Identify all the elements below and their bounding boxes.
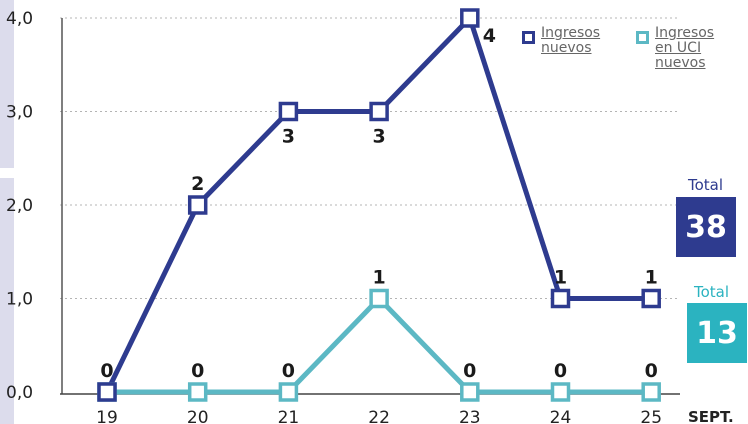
data-point-uci xyxy=(550,382,571,402)
data-label-uci: 0 xyxy=(191,360,204,382)
data-label-uci: 0 xyxy=(645,360,658,382)
x-tick-label: 22 xyxy=(368,408,390,424)
series-line-uci xyxy=(107,294,652,395)
data-label-ingresos: 1 xyxy=(645,267,658,289)
data-label-ingresos: 4 xyxy=(483,25,496,47)
legend-item-ingresos: Ingresos nuevos xyxy=(522,26,600,56)
y-tick-label: 4,0 xyxy=(6,9,33,29)
data-point-ingresos xyxy=(278,101,299,122)
x-tick-label: 19 xyxy=(96,408,118,424)
x-tick-label: 21 xyxy=(278,408,300,424)
total-ingresos-value: 38 xyxy=(676,197,736,257)
data-point-ingresos xyxy=(460,8,480,28)
data-point-uci xyxy=(369,288,389,309)
x-tick-label: 20 xyxy=(187,408,209,424)
data-point-ingresos xyxy=(369,101,389,122)
x-unit-label: SEPT. xyxy=(688,408,734,424)
legend-label-uci: Ingresos en UCI nuevos xyxy=(655,25,715,71)
data-label-ingresos: 2 xyxy=(191,173,204,195)
legend-item-uci: Ingresos en UCI nuevos xyxy=(636,26,714,71)
left-edge-band-top xyxy=(0,0,14,168)
y-tick-label: 2,0 xyxy=(6,196,33,216)
data-point-ingresos xyxy=(641,288,661,309)
x-tick-label: 25 xyxy=(640,408,662,424)
data-label-ingresos: 0 xyxy=(100,360,113,382)
data-point-ingresos xyxy=(97,382,117,402)
legend-label-ingresos: Ingresos nuevos xyxy=(541,25,601,56)
data-label-uci: 0 xyxy=(463,360,476,382)
data-point-ingresos xyxy=(187,195,208,215)
left-edge-band-bottom xyxy=(0,178,14,424)
total-ingresos-label: Total xyxy=(688,176,724,194)
data-point-ingresos xyxy=(550,288,571,309)
data-point-uci xyxy=(460,382,480,402)
legend-swatch-uci xyxy=(636,31,649,44)
x-tick-label: 24 xyxy=(550,408,572,424)
data-point-uci xyxy=(278,382,299,402)
data-label-ingresos: 1 xyxy=(554,267,567,289)
x-tick-label: 23 xyxy=(459,408,481,424)
data-label-ingresos: 3 xyxy=(372,126,385,148)
y-tick-label: 3,0 xyxy=(6,103,33,123)
total-uci-label: Total xyxy=(694,283,730,301)
y-tick-label: 0,0 xyxy=(6,383,33,403)
y-tick-label: 1,0 xyxy=(6,290,33,310)
data-label-uci: 0 xyxy=(282,360,295,382)
data-point-uci xyxy=(187,382,208,402)
data-label-uci: 1 xyxy=(372,267,385,289)
data-label-uci: 0 xyxy=(554,360,567,382)
data-label-ingresos: 3 xyxy=(282,126,295,148)
legend-swatch-ingresos xyxy=(522,31,535,44)
total-uci-value: 13 xyxy=(687,303,747,363)
data-point-uci xyxy=(641,382,661,402)
